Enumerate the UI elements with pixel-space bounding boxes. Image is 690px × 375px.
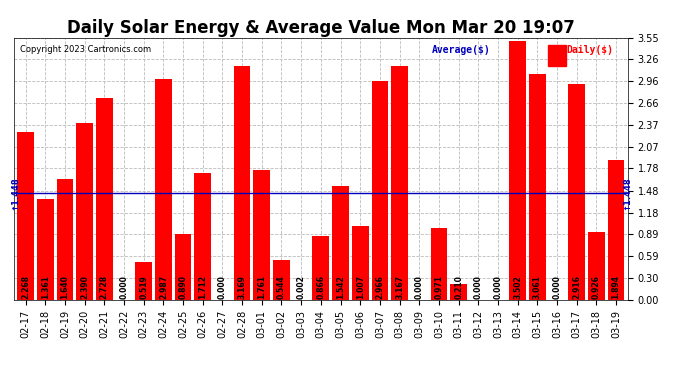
Text: 1.361: 1.361 [41,274,50,298]
Text: 0.002: 0.002 [297,274,306,298]
Text: 0.000: 0.000 [119,274,128,298]
Text: 0.890: 0.890 [179,274,188,298]
Text: 1.640: 1.640 [61,274,70,298]
Title: Daily Solar Energy & Average Value Mon Mar 20 19:07: Daily Solar Energy & Average Value Mon M… [67,20,575,38]
Text: 2.916: 2.916 [572,274,581,298]
Bar [57,179,73,300]
Text: 2.390: 2.390 [80,274,89,298]
Text: ↑1.448: ↑1.448 [10,176,19,210]
Bar [371,81,388,300]
Bar [332,186,349,300]
Bar [135,262,152,300]
Text: 3.061: 3.061 [533,274,542,298]
Bar [431,228,447,300]
Text: Copyright 2023 Cartronics.com: Copyright 2023 Cartronics.com [20,45,151,54]
Bar [569,84,585,300]
Bar [96,98,112,300]
Text: 2.966: 2.966 [375,274,384,298]
Bar [608,160,624,300]
Text: Average($): Average($) [431,45,490,56]
Bar [548,45,566,66]
Text: 0.000: 0.000 [493,274,502,298]
Text: 0.000: 0.000 [474,274,483,298]
Bar [234,66,250,300]
Bar [273,260,290,300]
Text: 3.169: 3.169 [237,274,246,298]
Bar [253,170,270,300]
Text: 1.712: 1.712 [198,274,207,298]
Bar [588,231,604,300]
Text: 0.866: 0.866 [316,274,326,298]
Text: 1.542: 1.542 [336,275,345,298]
Text: Daily($): Daily($) [566,45,613,56]
Bar [391,66,408,300]
Bar [352,225,368,300]
Text: 0.519: 0.519 [139,275,148,298]
Bar [77,123,93,300]
Text: 0.926: 0.926 [592,274,601,298]
Text: 1.894: 1.894 [611,274,620,298]
Text: 0.000: 0.000 [415,274,424,298]
Text: 3.167: 3.167 [395,274,404,298]
Text: 3.502: 3.502 [513,275,522,298]
Bar [155,79,172,300]
Text: 1.761: 1.761 [257,274,266,298]
Text: 0.000: 0.000 [553,274,562,298]
Bar [175,234,191,300]
Text: 2.987: 2.987 [159,274,168,298]
Text: ↑1.448: ↑1.448 [622,176,631,210]
Text: 0.544: 0.544 [277,275,286,298]
Bar [451,285,467,300]
Bar [37,200,54,300]
Bar [313,236,329,300]
Bar [17,132,34,300]
Text: 2.268: 2.268 [21,274,30,298]
Text: 1.007: 1.007 [356,274,365,298]
Text: 0.000: 0.000 [218,274,227,298]
Bar [529,74,546,300]
Text: 0.971: 0.971 [435,274,444,298]
Text: 2.728: 2.728 [100,274,109,298]
Text: 0.210: 0.210 [454,274,463,298]
Bar [195,173,211,300]
Bar [509,41,526,300]
